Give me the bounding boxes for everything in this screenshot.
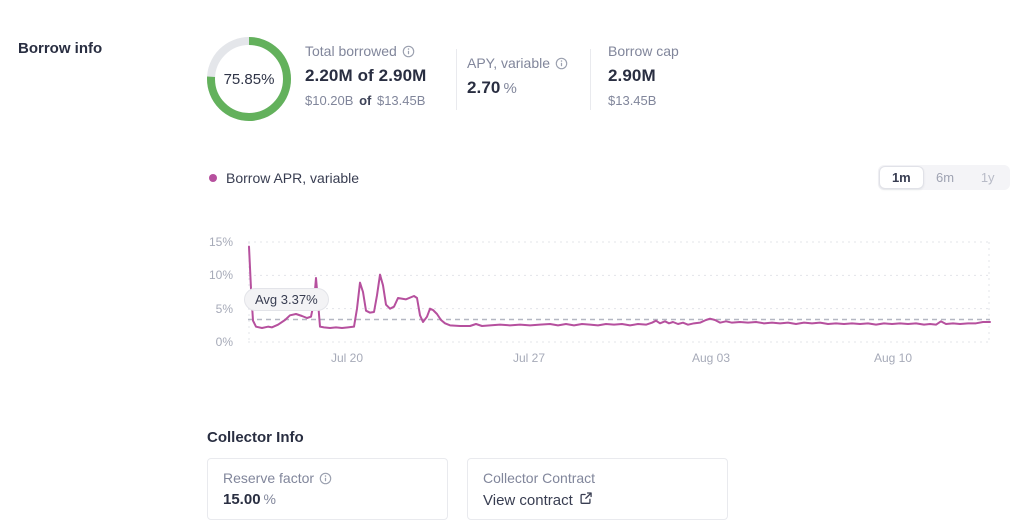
stat-divider (456, 49, 457, 110)
stat-total-borrowed: Total borrowed 2.20M of 2.90M $10.20B of… (305, 43, 426, 108)
legend-dot-icon (209, 174, 217, 182)
usd-of: of (359, 93, 372, 108)
apy-number: 2.70 (467, 78, 501, 97)
borrow-cap-usd: $13.45B (608, 93, 657, 108)
apr-line-chart-svg (248, 241, 991, 343)
borrow-usage-percent: 75.85% (223, 70, 275, 88)
chart-legend-label: Borrow APR, variable (226, 170, 360, 186)
average-apr-badge: Avg 3.37% (244, 288, 329, 311)
info-icon[interactable] (402, 45, 415, 58)
apy-variable-value: 2.70% (467, 78, 568, 98)
y-tick-label: 10% (208, 268, 233, 283)
borrow-cap-value: 2.90M (608, 66, 656, 85)
ring-gauge (207, 37, 291, 121)
info-icon[interactable] (555, 57, 568, 70)
stat-divider (590, 49, 591, 110)
y-tick-label: 15% (208, 235, 233, 249)
x-tick-label: Jul 27 (512, 351, 546, 365)
collector-contract-box: Collector Contract View contract (467, 458, 728, 520)
borrow-cap-label: Borrow cap (608, 43, 679, 59)
x-tick-label: Jul 20 (330, 351, 364, 365)
x-tick-label: Aug 03 (691, 351, 731, 365)
usd-max: $13.45B (376, 93, 426, 108)
borrow-info-heading: Borrow info (18, 40, 103, 57)
info-icon[interactable] (319, 472, 332, 485)
y-tick-label: 0% (215, 335, 233, 349)
apy-unit: % (503, 80, 517, 97)
reserve-factor-unit: % (263, 491, 276, 507)
total-borrowed-value: 2.20M of 2.90M (305, 66, 427, 85)
collector-contract-label: Collector Contract (483, 470, 596, 486)
reserve-factor-value: 15.00% (223, 491, 432, 508)
reserve-factor-number: 15.00 (223, 491, 261, 508)
reserve-factor-label: Reserve factor (223, 470, 315, 486)
apy-variable-label: APY, variable (467, 55, 551, 71)
range-button-6m[interactable]: 6m (924, 166, 967, 189)
range-button-1m[interactable]: 1m (879, 166, 924, 189)
y-tick-label: 5% (215, 301, 233, 316)
stat-borrow-cap: Borrow cap 2.90M $13.45B (608, 43, 679, 108)
usd-current: $10.20B (305, 93, 354, 108)
collector-info-heading: Collector Info (207, 429, 304, 446)
range-button-1y[interactable]: 1y (966, 166, 1009, 189)
x-tick-label: Aug 10 (873, 351, 913, 365)
total-borrowed-label: Total borrowed (305, 43, 397, 59)
borrow-apr-chart[interactable] (248, 241, 991, 343)
borrow-usage-ring: 75.85% (206, 36, 292, 122)
view-contract-link[interactable]: View contract (483, 491, 712, 509)
reserve-factor-box: Reserve factor 15.00% (207, 458, 448, 520)
view-contract-text: View contract (483, 491, 573, 509)
total-borrowed-usd: $10.20B of $13.45B (305, 93, 426, 108)
external-link-icon (579, 491, 593, 509)
stat-apy-variable: APY, variable 2.70% (467, 55, 568, 98)
chart-range-toggle: 1m 6m 1y (878, 165, 1010, 190)
